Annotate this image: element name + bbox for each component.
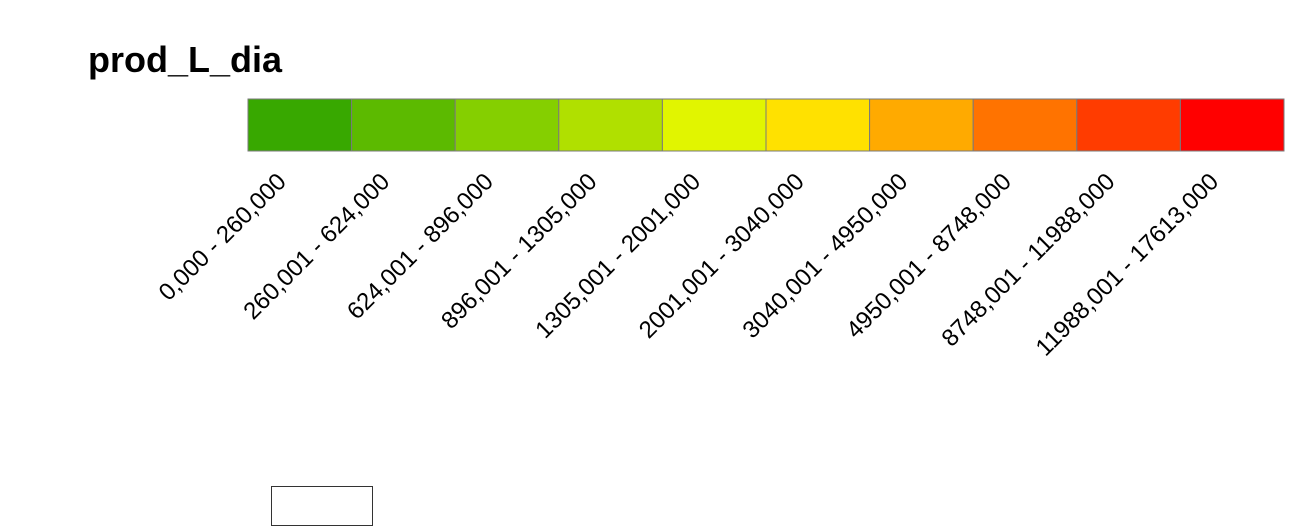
legend-title: prod_L_dia	[88, 39, 283, 80]
legend-swatch-6	[765, 98, 871, 152]
no-data-swatch	[271, 486, 373, 526]
legend-swatch-7	[869, 98, 974, 152]
legend-label-9: 8748,001 - 11988,000	[937, 168, 1121, 352]
legend-swatch-5	[661, 98, 767, 152]
legend-swatch-4	[558, 98, 663, 152]
legend-swatch-8	[972, 98, 1078, 152]
legend-swatch-9	[1076, 98, 1181, 152]
legend-swatch-10	[1179, 98, 1285, 152]
legend-swatch-1	[247, 98, 353, 152]
legend-label-10: 11988,001 - 17613,000	[1031, 168, 1224, 361]
legend-swatch-2	[351, 98, 456, 152]
swatch-group	[247, 98, 1285, 152]
legend-swatch-3	[454, 98, 560, 152]
